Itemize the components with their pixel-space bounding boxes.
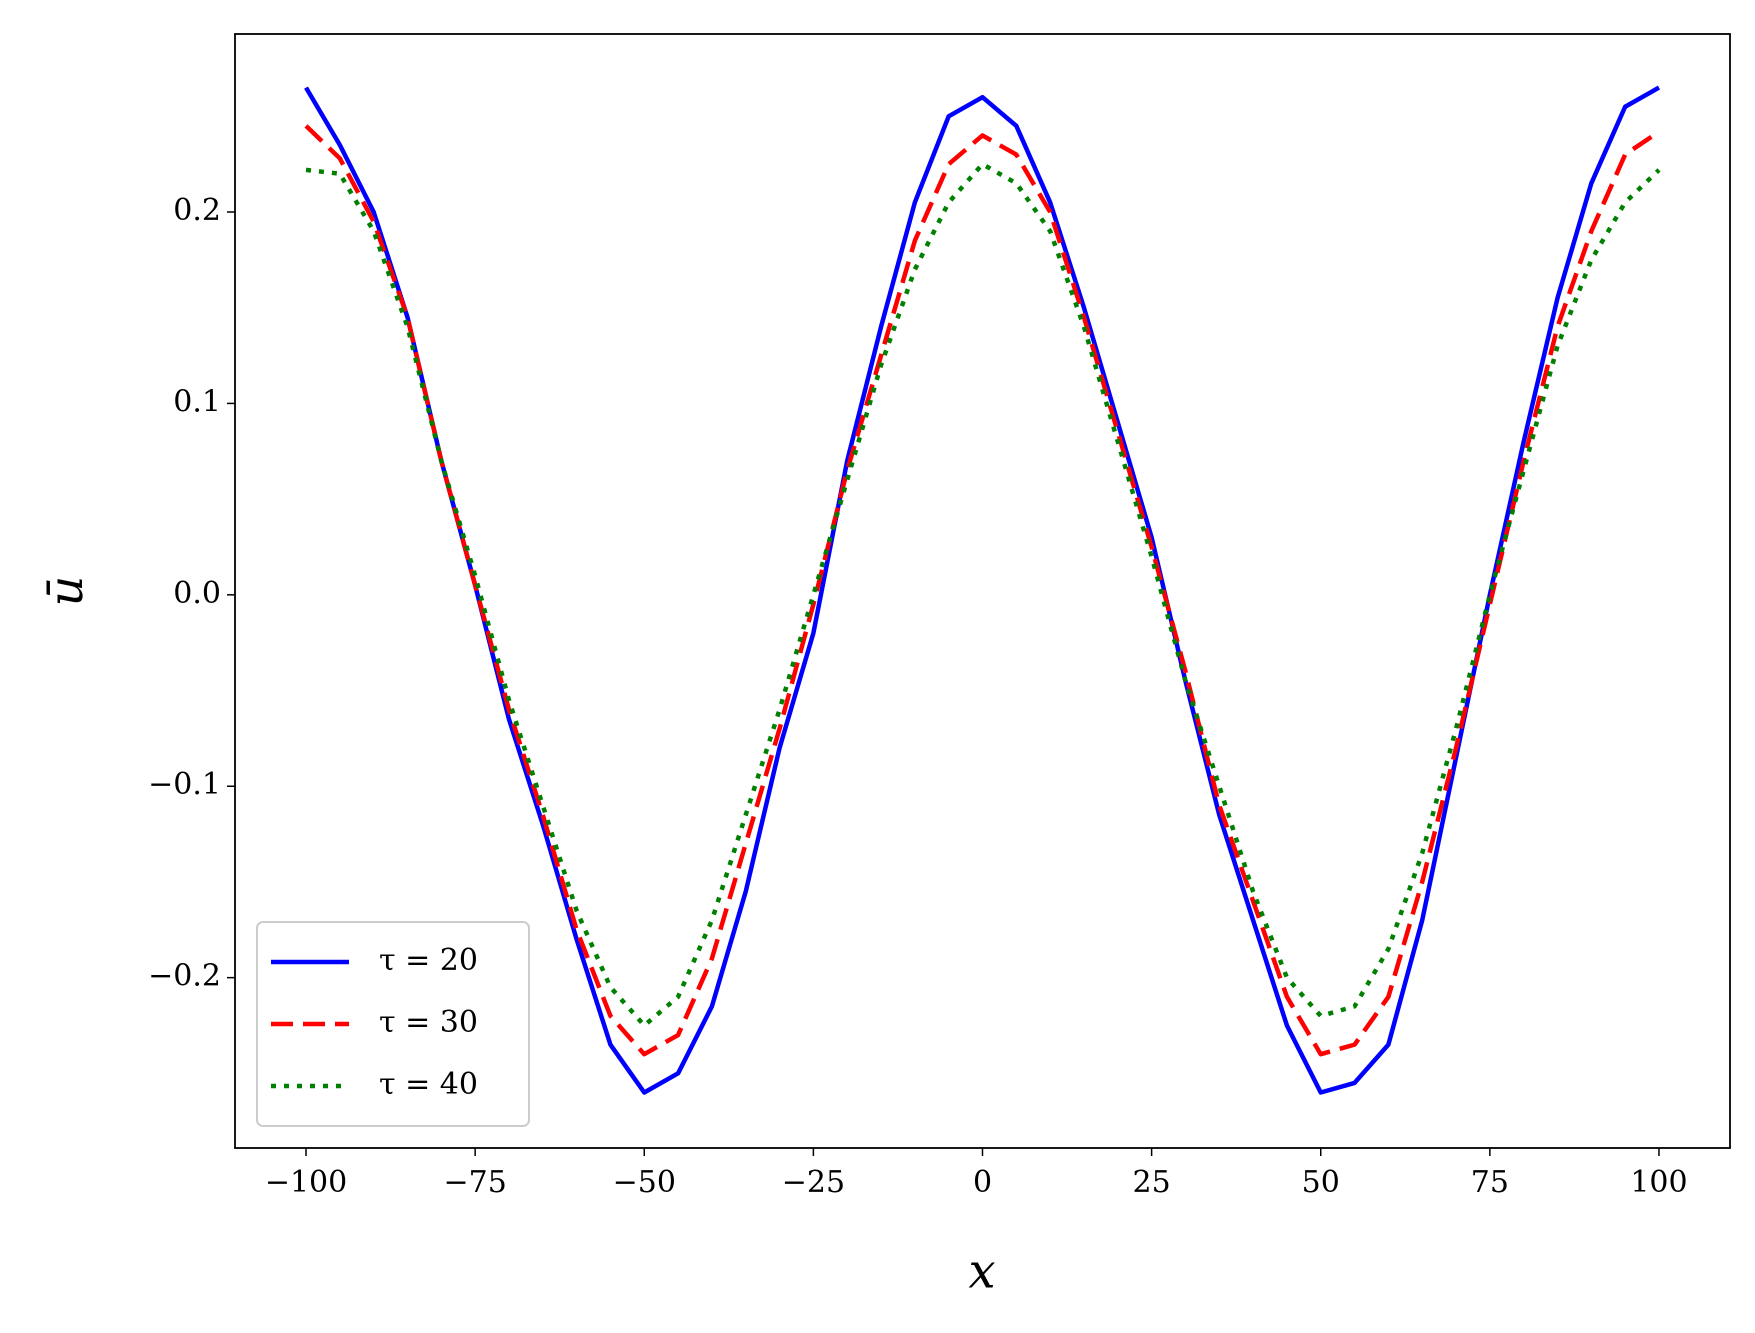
legend-label: τ = 20 xyxy=(379,943,478,978)
y-tick-label: −0.2 xyxy=(148,959,221,994)
y-axis-label: ū xyxy=(39,576,95,607)
x-tick-label: −25 xyxy=(782,1165,845,1200)
x-tick-label: 0 xyxy=(973,1165,992,1200)
x-tick-label: 100 xyxy=(1630,1165,1687,1200)
plot-frame xyxy=(234,33,1731,1149)
y-tick-label: 0.0 xyxy=(173,576,221,611)
legend-label: τ = 40 xyxy=(379,1067,478,1102)
data-line xyxy=(305,161,1661,1028)
x-axis-label: x xyxy=(968,1244,995,1300)
y-tick-label: 0.2 xyxy=(173,193,221,228)
legend-box xyxy=(256,921,530,1127)
y-tick-label: −0.1 xyxy=(148,767,221,802)
legend: τ = 20 τ = 30 τ = 40 xyxy=(256,921,530,1127)
data-line xyxy=(304,85,1661,1095)
x-tick-label: 50 xyxy=(1302,1165,1340,1200)
y-tick-label: 0.1 xyxy=(173,384,221,419)
x-tick-label: 25 xyxy=(1133,1165,1171,1200)
data-line xyxy=(304,124,1661,1057)
x-tick-label: −100 xyxy=(265,1165,347,1200)
x-tick-label: −75 xyxy=(443,1165,506,1200)
legend-label: τ = 30 xyxy=(379,1005,478,1040)
x-tick-label: −50 xyxy=(613,1165,676,1200)
x-tick-label: 75 xyxy=(1471,1165,1509,1200)
